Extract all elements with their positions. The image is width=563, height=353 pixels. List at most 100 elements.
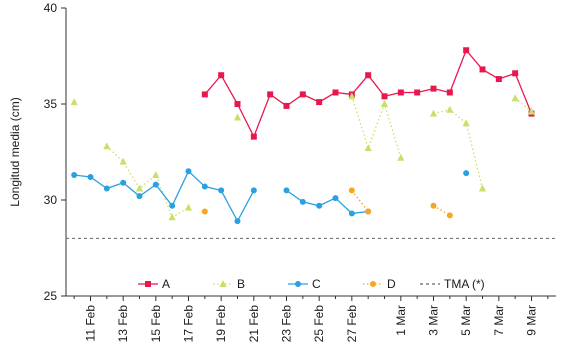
legend-label: D [387,277,396,291]
data-point [119,157,127,165]
legend-item: C [288,277,321,291]
x-axis: 11 Feb 13 Feb 15 Feb 17 Feb 19 Feb 21 Feb 23 F… [73,296,549,343]
data-point [316,202,323,209]
series-line [74,170,255,223]
data-point [332,195,339,202]
data-point [446,105,454,113]
y-tick-label: 25 [44,289,58,303]
series-d [201,187,453,219]
data-point [381,93,388,100]
x-tick-label: 3 Mar [427,305,441,336]
data-point [201,183,208,190]
legend-label: A [162,277,170,291]
x-tick-label: 25 Feb [312,305,326,343]
data-point [380,100,389,107]
data-point [332,89,339,96]
x-tick-label: 21 Feb [247,305,261,343]
series-c [71,168,470,225]
data-point [135,184,144,192]
plot-frame [65,8,556,297]
data-point [511,94,519,102]
y-tick-label: 35 [44,97,58,111]
data-point [234,218,241,225]
series-a [201,47,535,140]
data-point [364,144,372,152]
data-point [429,109,438,117]
y-axis-title: Longitud media (cm) [8,97,22,206]
data-point [201,91,208,98]
data-point [234,101,241,107]
data-point [283,187,290,194]
data-point [462,119,470,127]
data-point [446,212,453,219]
data-point [71,172,78,179]
series-line [351,96,402,158]
legend-marker [295,281,301,287]
series-line [204,48,533,139]
data-point [397,153,405,161]
x-tick-label: 11 Feb [84,305,98,342]
data-point [70,98,78,106]
x-tick-label: 27 Feb [345,305,359,343]
data-point [446,89,453,96]
x-tick-label: 13 Feb [116,305,130,343]
x-tick-label: 5 Mar [459,305,473,336]
data-point [168,213,176,221]
data-point [316,99,323,106]
data-point [250,187,257,194]
series-line [351,190,369,212]
x-tick-label: 9 Mar [525,305,539,336]
data-point [430,202,437,209]
data-point [152,181,159,188]
x-tick-label: 7 Mar [492,305,506,336]
y-tick-label: 30 [44,193,58,207]
data-point [299,91,306,98]
legend-marker [145,281,151,287]
data-point [478,184,487,192]
series-b [70,92,536,221]
series-line [106,145,189,219]
legend-label: C [312,277,321,291]
x-tick-label: 19 Feb [214,305,228,343]
data-point [495,76,502,83]
legend-item: A [138,277,170,291]
data-point [185,168,192,175]
x-tick-label: 17 Feb [182,305,196,343]
x-tick-label: 23 Feb [280,305,294,343]
data-point [365,208,372,215]
data-point [527,107,536,115]
legend-marker [370,281,376,287]
data-point [218,187,225,194]
data-point [267,91,274,98]
series-line [286,189,369,215]
data-point [152,171,160,179]
data-point [233,113,242,121]
data-point [218,72,225,79]
data-point [512,70,519,77]
legend-item: B [213,277,245,291]
data-point [103,185,110,192]
legend-item: TMA (*) [420,277,485,291]
data-point [414,89,421,96]
data-point [250,133,257,140]
x-tick-label: 1 Mar [394,305,408,336]
data-point [365,72,372,79]
data-point [348,92,356,100]
y-axis: 25 30 35 40 [44,1,66,303]
data-point [87,173,94,180]
legend-label: B [237,277,245,291]
data-point [348,187,355,194]
series-line [433,109,484,189]
legend-label: TMA (*) [444,277,485,291]
series-layer [66,47,556,239]
data-point [479,66,486,73]
legend-marker [219,280,227,287]
data-point [283,102,290,109]
data-point [184,203,193,211]
data-point [169,202,176,209]
data-point [430,85,437,92]
data-point [120,179,127,186]
data-point [463,47,470,54]
